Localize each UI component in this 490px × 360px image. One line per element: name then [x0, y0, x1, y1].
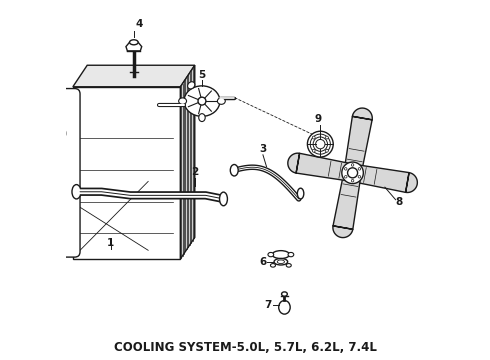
FancyBboxPatch shape [51, 89, 80, 257]
Ellipse shape [347, 168, 358, 178]
Ellipse shape [184, 86, 220, 116]
Ellipse shape [279, 301, 290, 314]
Text: 4: 4 [136, 19, 143, 30]
Ellipse shape [312, 149, 315, 152]
Ellipse shape [325, 149, 328, 152]
Ellipse shape [312, 136, 315, 139]
Polygon shape [356, 165, 417, 193]
Ellipse shape [351, 164, 354, 166]
Ellipse shape [358, 176, 361, 178]
Text: 3: 3 [259, 144, 267, 154]
Polygon shape [73, 65, 195, 87]
Ellipse shape [325, 136, 328, 139]
Ellipse shape [286, 264, 291, 267]
Ellipse shape [179, 98, 187, 104]
Ellipse shape [351, 180, 354, 182]
Ellipse shape [198, 97, 206, 105]
Text: 2: 2 [191, 167, 198, 177]
Ellipse shape [288, 252, 294, 257]
FancyBboxPatch shape [48, 96, 58, 250]
Bar [73, 87, 180, 259]
Text: 5: 5 [198, 69, 206, 80]
Text: 7: 7 [265, 300, 272, 310]
Ellipse shape [268, 252, 274, 257]
Ellipse shape [230, 165, 238, 176]
Ellipse shape [55, 126, 66, 140]
Ellipse shape [344, 168, 347, 170]
Ellipse shape [274, 258, 288, 265]
Ellipse shape [282, 292, 287, 296]
Ellipse shape [218, 98, 225, 104]
Text: 8: 8 [395, 197, 403, 207]
Ellipse shape [342, 162, 364, 184]
Ellipse shape [270, 264, 275, 267]
Text: 1: 1 [107, 238, 114, 248]
Ellipse shape [358, 168, 361, 170]
Polygon shape [180, 65, 195, 259]
Polygon shape [345, 108, 372, 169]
Polygon shape [126, 42, 142, 51]
Ellipse shape [188, 82, 195, 89]
Ellipse shape [297, 188, 304, 199]
Text: 9: 9 [315, 114, 322, 125]
Ellipse shape [307, 131, 333, 157]
Ellipse shape [199, 114, 205, 122]
Ellipse shape [272, 251, 290, 258]
Polygon shape [288, 153, 349, 181]
Ellipse shape [72, 185, 81, 199]
Text: COOLING SYSTEM-5.0L, 5.7L, 6.2L, 7.4L: COOLING SYSTEM-5.0L, 5.7L, 6.2L, 7.4L [114, 341, 376, 354]
Polygon shape [333, 177, 360, 238]
Ellipse shape [344, 176, 347, 178]
Ellipse shape [129, 40, 138, 45]
Text: 6: 6 [259, 257, 267, 267]
Ellipse shape [220, 192, 227, 206]
